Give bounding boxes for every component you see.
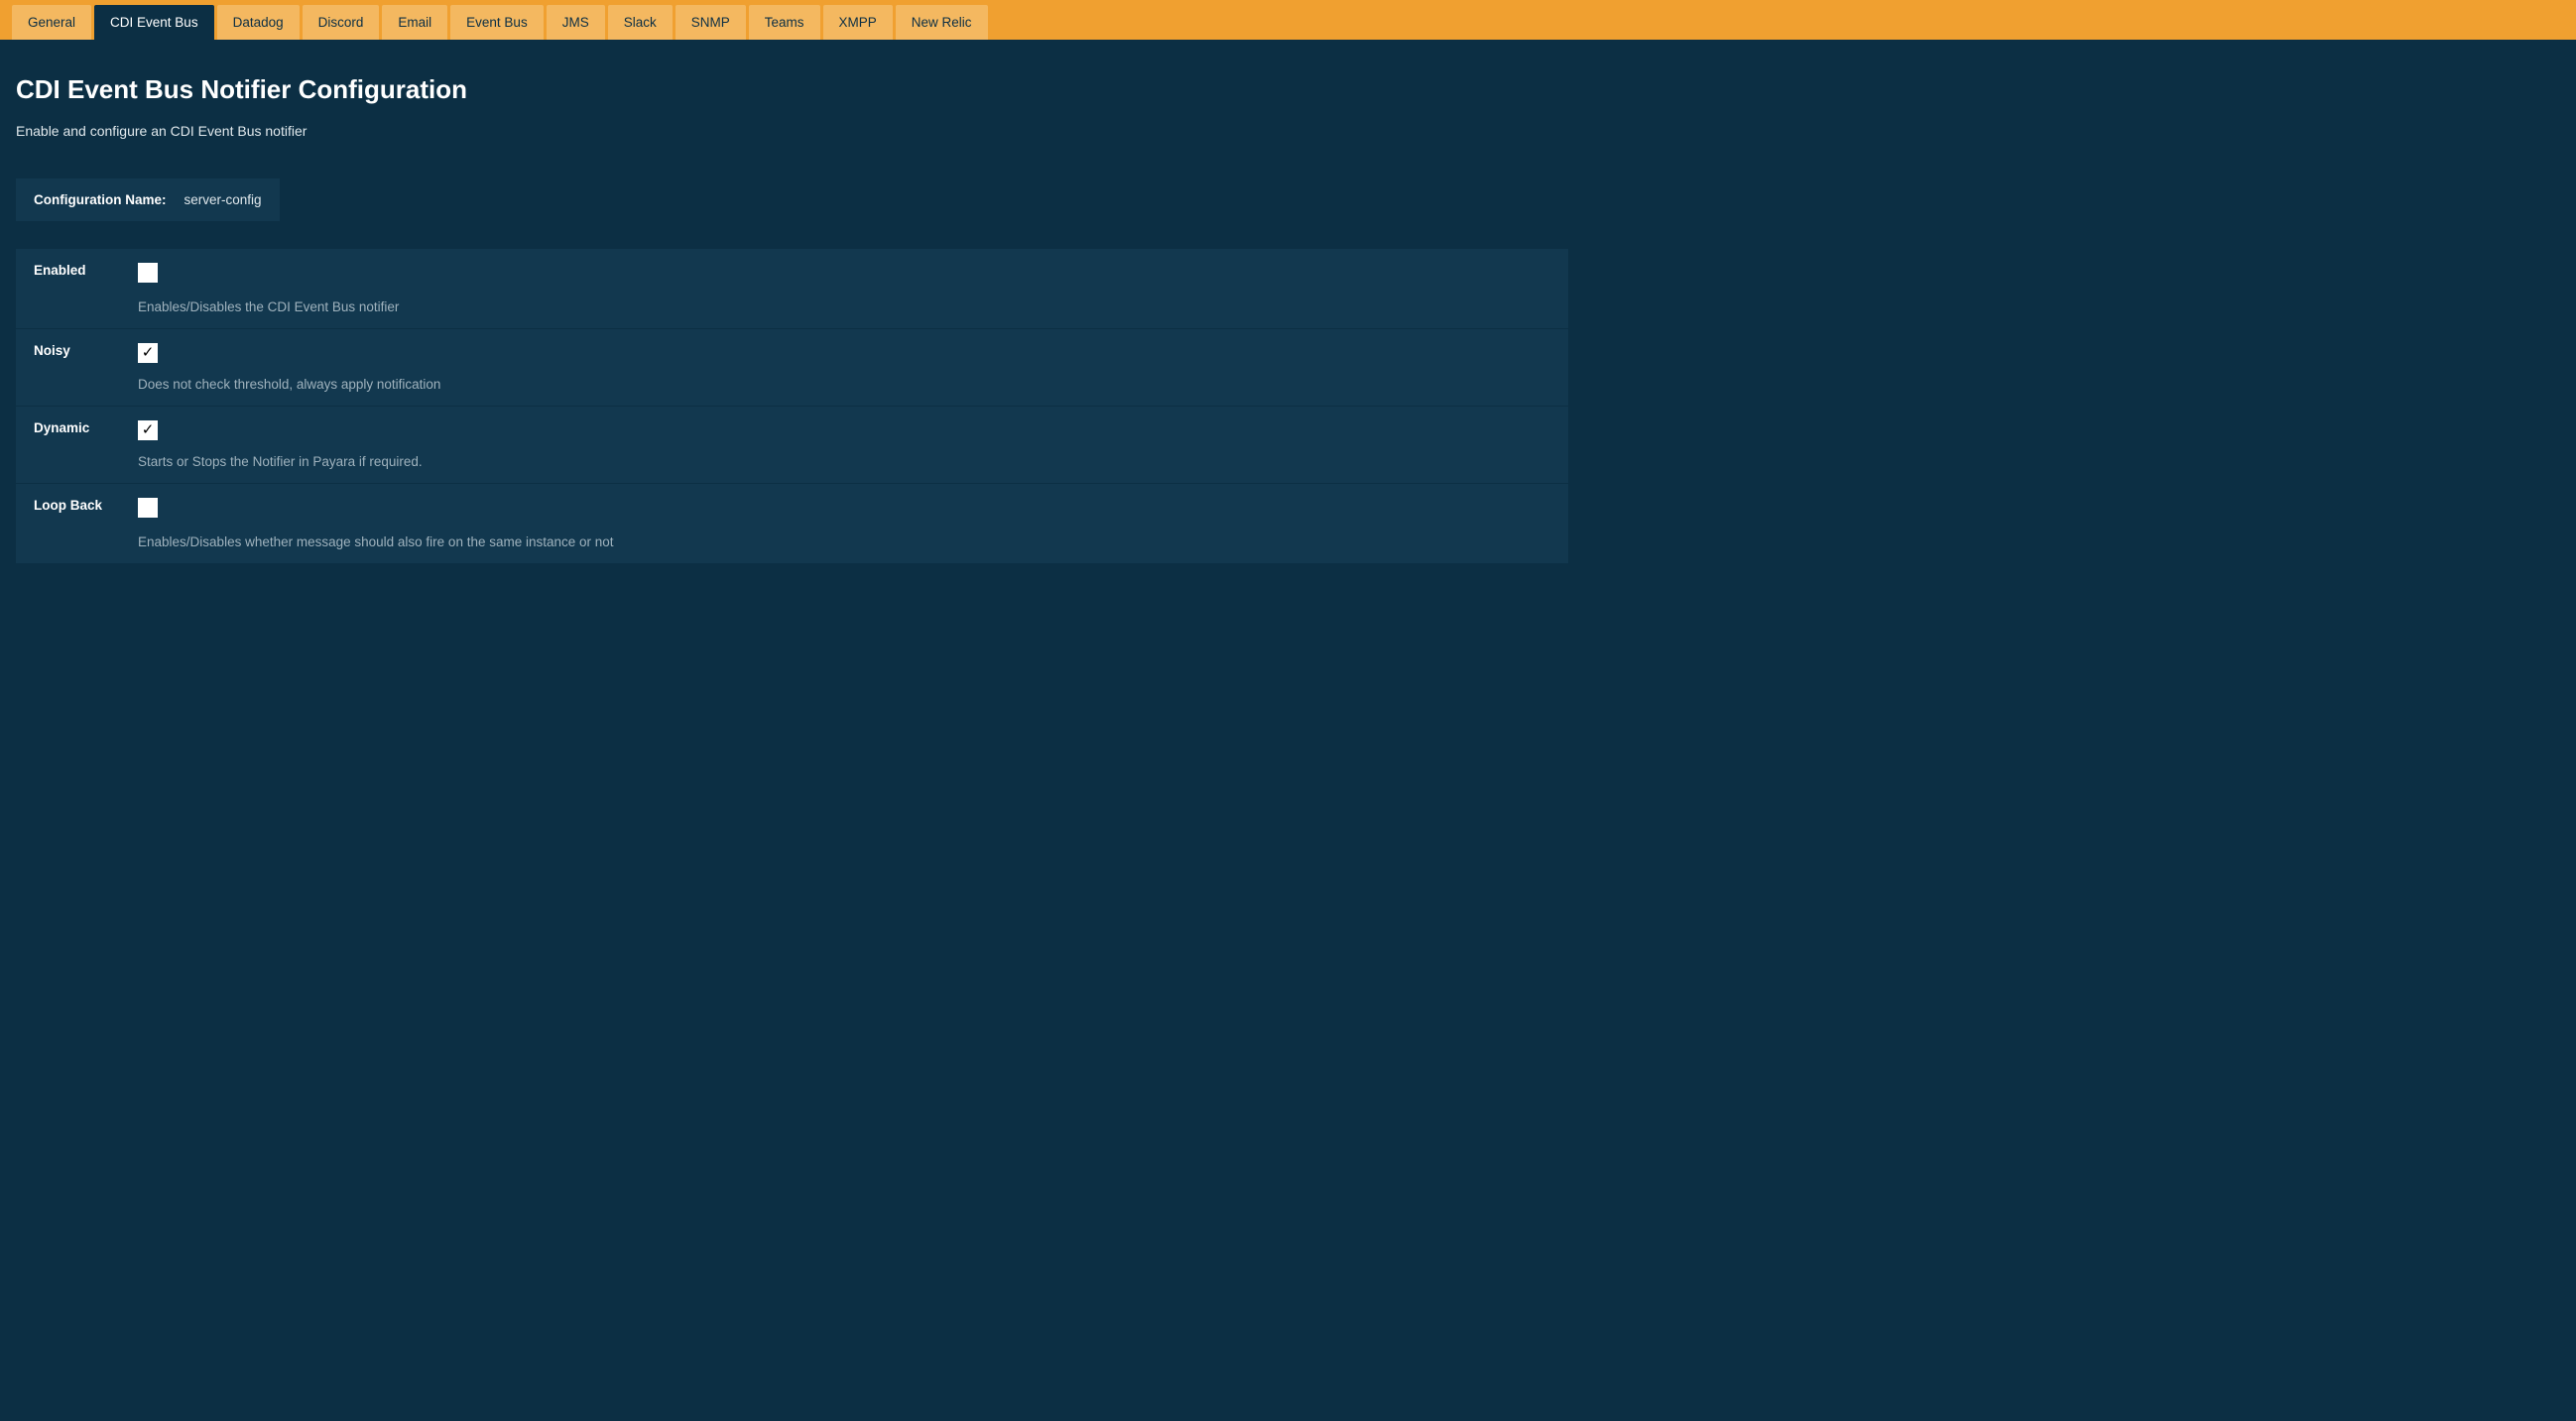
settings-row: Enabled Enables/Disables the CDI Event Bu…	[16, 249, 1568, 329]
tab-new-relic[interactable]: New Relic	[896, 5, 988, 40]
setting-description: Starts or Stops the Notifier in Payara i…	[138, 454, 1550, 469]
setting-control-cell: Enables/Disables whether message should …	[120, 484, 1568, 564]
config-name-box: Configuration Name: server-config	[16, 178, 280, 221]
tab-snmp[interactable]: SNMP	[675, 5, 746, 40]
page-subtitle: Enable and configure an CDI Event Bus no…	[16, 123, 2560, 139]
tab-slack[interactable]: Slack	[608, 5, 673, 40]
checkbox-enabled[interactable]	[138, 263, 158, 283]
content-area: CDI Event Bus Notifier Configuration Ena…	[0, 40, 2576, 594]
tab-teams[interactable]: Teams	[749, 5, 820, 40]
page-title: CDI Event Bus Notifier Configuration	[16, 74, 2560, 105]
settings-row: Noisy ✓ Does not check threshold, always a…	[16, 329, 1568, 407]
tab-discord[interactable]: Discord	[303, 5, 380, 40]
setting-control-cell: ✓ Starts or Stops the Notifier in Payara …	[120, 407, 1568, 484]
settings-table: Enabled Enables/Disables the CDI Event Bu…	[16, 249, 1568, 564]
setting-description: Does not check threshold, always apply n…	[138, 377, 1550, 392]
tab-datadog[interactable]: Datadog	[217, 5, 300, 40]
setting-control-cell: ✓ Does not check threshold, always apply …	[120, 329, 1568, 407]
tab-email[interactable]: Email	[382, 5, 447, 40]
setting-label-enabled: Enabled	[16, 249, 120, 329]
settings-row: Loop Back Enables/Disables whether messag…	[16, 484, 1568, 564]
tab-cdi-event-bus[interactable]: CDI Event Bus	[94, 5, 214, 40]
setting-description: Enables/Disables the CDI Event Bus notif…	[138, 299, 1550, 314]
checkbox-loop-back[interactable]	[138, 498, 158, 518]
config-name-value: server-config	[184, 192, 262, 207]
settings-row: Dynamic ✓ Starts or Stops the Notifier in …	[16, 407, 1568, 484]
setting-label-dynamic: Dynamic	[16, 407, 120, 484]
setting-label-noisy: Noisy	[16, 329, 120, 407]
config-name-label: Configuration Name:	[34, 192, 167, 207]
setting-control-cell: Enables/Disables the CDI Event Bus notif…	[120, 249, 1568, 329]
tab-bar: GeneralCDI Event BusDatadogDiscordEmailE…	[0, 0, 2576, 40]
setting-label-loop-back: Loop Back	[16, 484, 120, 564]
tab-event-bus[interactable]: Event Bus	[450, 5, 544, 40]
checkbox-dynamic[interactable]: ✓	[138, 420, 158, 440]
tab-general[interactable]: General	[12, 5, 91, 40]
tab-jms[interactable]: JMS	[547, 5, 605, 40]
checkbox-noisy[interactable]: ✓	[138, 343, 158, 363]
setting-description: Enables/Disables whether message should …	[138, 534, 1550, 549]
tab-xmpp[interactable]: XMPP	[823, 5, 893, 40]
